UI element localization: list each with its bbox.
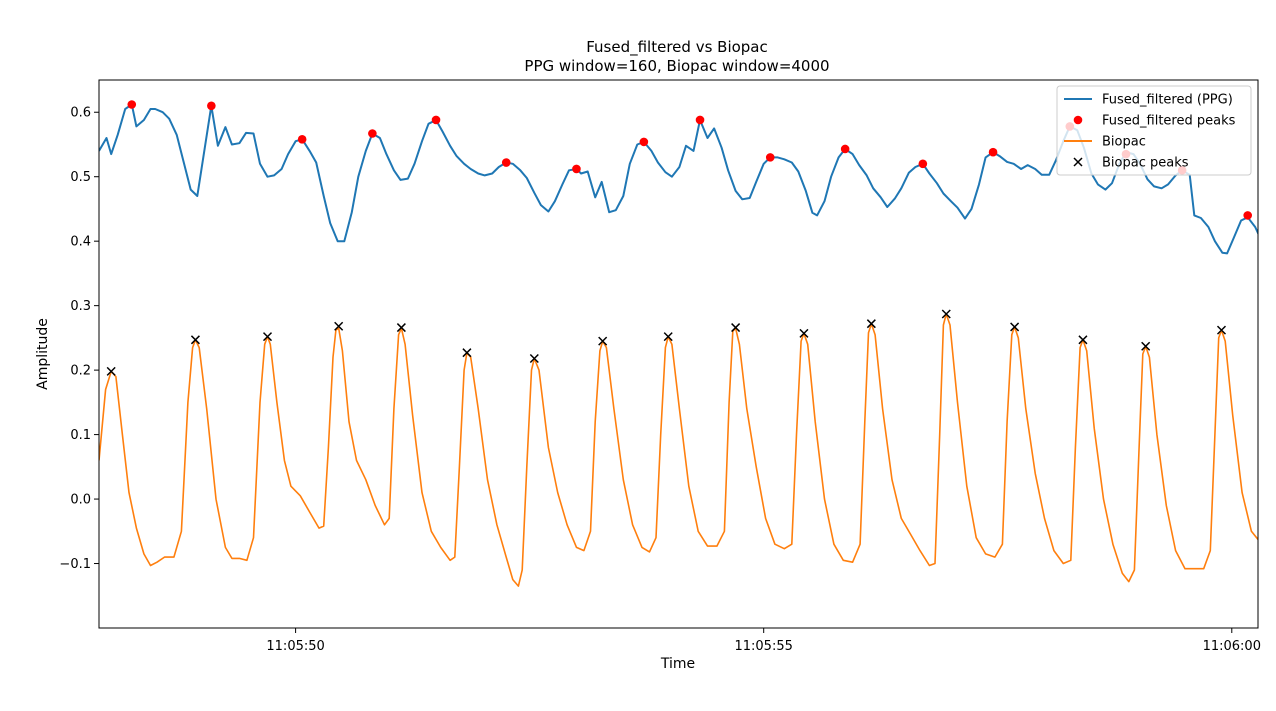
y-tick-label: −0.1 xyxy=(59,557,91,572)
biopac-peak-point xyxy=(1141,341,1151,351)
biopac-peak-point xyxy=(663,332,673,342)
biopac-line xyxy=(99,313,1258,587)
legend-swatch-fused-filtered-peaks xyxy=(1073,115,1083,125)
ppg-peak-point xyxy=(297,135,307,144)
legend-label: Fused_filtered peaks xyxy=(1102,114,1236,129)
biopac-peak-point xyxy=(1216,325,1227,335)
ppg-peak-point xyxy=(695,115,705,125)
ppg-peak-point xyxy=(918,159,928,169)
ppg-peak-point xyxy=(431,115,441,125)
biopac-peak-point xyxy=(396,323,406,333)
x-tick-label: 11:05:55 xyxy=(734,639,792,654)
ppg-peak-point xyxy=(639,137,649,147)
biopac-peak-point xyxy=(262,332,273,342)
legend-swatch-biopac-peaks xyxy=(1073,157,1083,167)
chart-subtitle: PPG window=160, Biopac window=4000 xyxy=(524,57,829,75)
ppg-peak-point xyxy=(368,129,377,138)
y-axis: −0.1 0.0 0.1 0.2 0.3 0.4 0.5 0.6 xyxy=(59,106,99,572)
x-axis-label: Time xyxy=(660,656,695,672)
plot-frame xyxy=(98,79,1259,629)
x-axis: 11:05:50 11:05:55 11:06:00 xyxy=(266,628,1261,654)
x-tick-label: 11:05:50 xyxy=(266,639,324,654)
x-tick-label: 11:06:00 xyxy=(1203,639,1261,654)
legend-label: Biopac xyxy=(1102,135,1146,150)
ppg-peak-point xyxy=(988,147,998,157)
biopac-peak-point xyxy=(462,348,472,358)
biopac-peak-point xyxy=(334,321,344,331)
y-tick-label: 0.4 xyxy=(70,235,91,250)
plot-area: −0.10.00.10.20.30.40.50.6 11:05:50 11:05:… xyxy=(59,79,1261,654)
ppg-peak-point xyxy=(501,158,511,167)
ppg-peak-point xyxy=(572,164,581,174)
ppg-peak-point xyxy=(127,100,137,109)
biopac-peak-point xyxy=(866,319,876,329)
biopac-peak-point xyxy=(1010,322,1020,332)
y-tick-label: 0.2 xyxy=(70,364,91,379)
biopac-peak-point xyxy=(106,366,116,376)
biopac-peak-point xyxy=(598,336,608,346)
ppg-peak-point xyxy=(1243,211,1253,220)
biopac-peak-point xyxy=(190,335,200,345)
legend-box xyxy=(1056,85,1252,176)
ppg-peak-point xyxy=(765,153,775,162)
biopac-peak-point xyxy=(731,323,741,333)
ppg-peak-point xyxy=(207,101,216,111)
y-tick-label: 0.3 xyxy=(70,299,91,314)
ppg-peak-point xyxy=(840,144,850,154)
chart-title: Fused_filtered vs Biopac xyxy=(586,38,768,57)
y-axis-label: Amplitude xyxy=(35,318,51,390)
biopac-peak-point xyxy=(941,309,951,319)
legend-label: Biopac peaks xyxy=(1102,156,1189,171)
biopac-peak-point xyxy=(1078,335,1088,345)
y-tick-label: 0.0 xyxy=(70,493,91,508)
biopac-peak-point xyxy=(799,328,809,338)
biopac-peak-point xyxy=(529,353,539,364)
legend-label: Fused_filtered (PPG) xyxy=(1102,93,1233,108)
y-tick-label: 0.6 xyxy=(70,106,91,121)
y-tick-label: 0.5 xyxy=(70,170,91,185)
legend: Fused_filtered (PPG) Fused_filtered peaks… xyxy=(1056,85,1252,176)
y-tick-label: 0.1 xyxy=(70,428,91,443)
